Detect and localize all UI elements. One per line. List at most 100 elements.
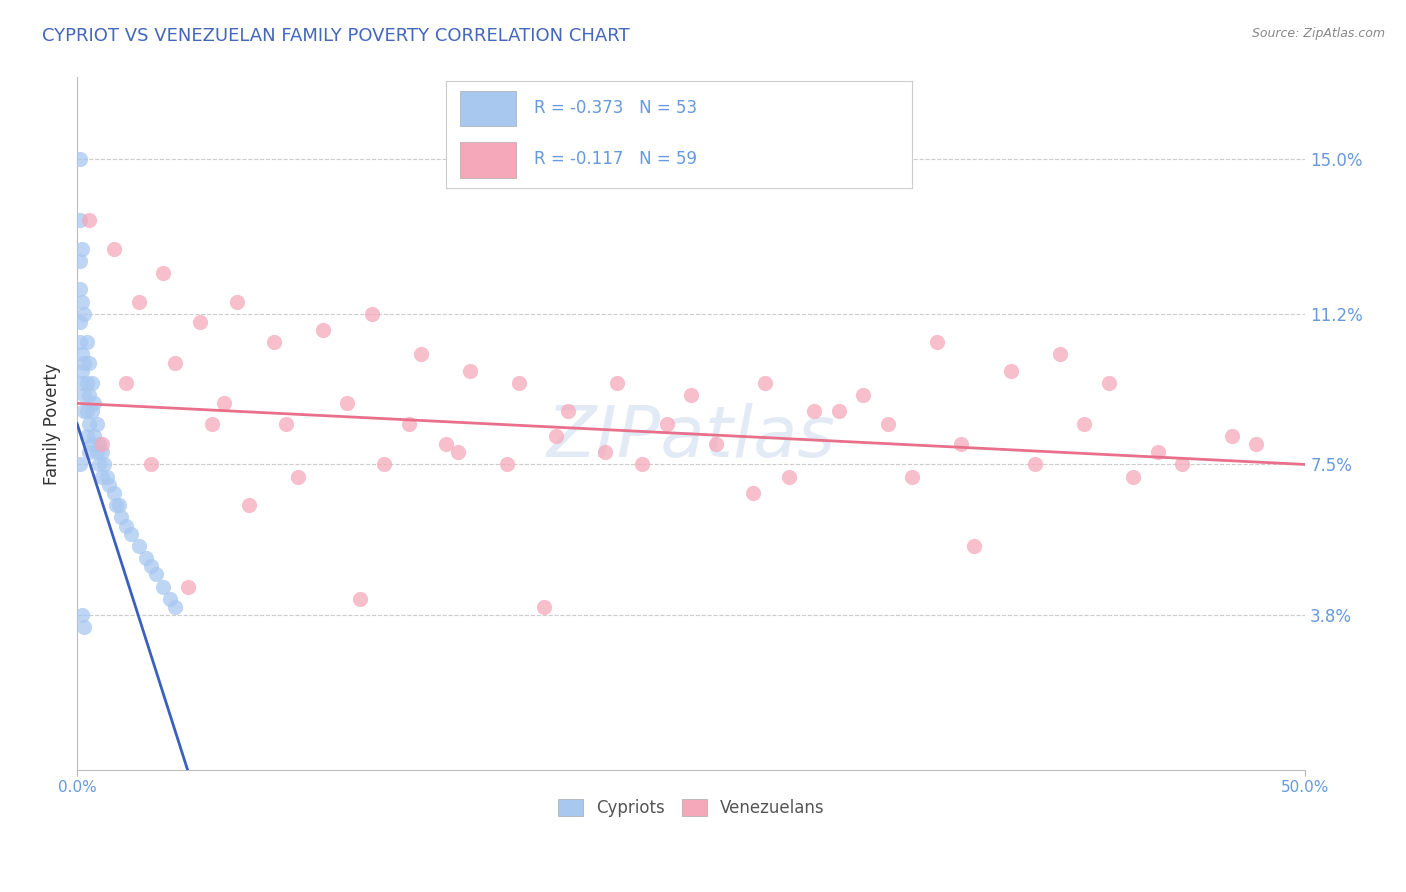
Point (89, 437, 111, 451)
Point (508, 376, 530, 390)
Point (90, 437, 112, 451)
Text: ZIPatlas: ZIPatlas (547, 403, 835, 472)
Point (79, 445, 101, 459)
Point (950, 437, 973, 451)
Point (263, 335, 285, 350)
Point (546, 429, 568, 443)
Point (103, 486, 125, 500)
Point (89, 458, 111, 472)
Point (70, 242, 93, 256)
Point (681, 388, 703, 402)
Point (458, 364, 481, 378)
Point (963, 539, 986, 553)
Point (108, 498, 131, 512)
Point (409, 347, 432, 361)
Point (70, 347, 93, 361)
Point (1024, 458, 1046, 472)
Point (1073, 417, 1095, 431)
Point (447, 445, 470, 459)
Point (80, 437, 103, 451)
Point (70, 364, 93, 378)
Point (373, 458, 395, 472)
Point (73, 307, 96, 321)
Point (606, 376, 628, 390)
Point (70, 294, 93, 309)
Point (70, 608, 93, 623)
Point (73, 388, 96, 402)
Point (139, 458, 162, 472)
Text: Source: ZipAtlas.com: Source: ZipAtlas.com (1251, 27, 1385, 40)
Point (76, 335, 98, 350)
Point (90, 469, 112, 483)
Point (827, 404, 849, 418)
Point (593, 445, 616, 459)
Point (287, 469, 309, 483)
Point (1098, 376, 1121, 390)
Point (159, 591, 181, 606)
Point (86, 445, 108, 459)
Point (79, 356, 101, 370)
Point (631, 458, 654, 472)
Point (1049, 347, 1071, 361)
Point (115, 376, 138, 390)
Point (1220, 429, 1243, 443)
Point (165, 356, 187, 370)
Point (1244, 437, 1267, 451)
Point (105, 498, 128, 512)
Point (69, 315, 91, 329)
Point (852, 388, 875, 402)
Point (83, 429, 105, 443)
Point (79, 417, 101, 431)
Point (79, 213, 101, 227)
Point (69, 282, 91, 296)
Point (96, 469, 118, 483)
Point (398, 417, 420, 431)
Point (336, 396, 359, 410)
Point (73, 620, 96, 634)
Point (76, 376, 98, 390)
Point (1122, 469, 1144, 483)
Point (98, 478, 121, 492)
Point (69, 253, 91, 268)
Point (83, 396, 105, 410)
Point (434, 437, 457, 451)
Point (73, 404, 96, 418)
Point (120, 526, 142, 541)
Point (201, 417, 224, 431)
Point (778, 469, 800, 483)
Point (69, 335, 91, 350)
Point (901, 469, 924, 483)
Point (496, 458, 519, 472)
Point (152, 266, 174, 280)
Point (76, 404, 98, 418)
Point (741, 486, 763, 500)
Point (165, 600, 187, 615)
Point (754, 376, 776, 390)
Point (128, 539, 150, 553)
Point (704, 437, 727, 451)
Point (79, 388, 101, 402)
Point (1171, 458, 1194, 472)
Point (103, 242, 125, 256)
Point (925, 335, 948, 350)
Point (238, 498, 260, 512)
Point (176, 580, 198, 594)
Point (188, 315, 211, 329)
Point (1000, 364, 1022, 378)
Point (80, 404, 103, 418)
Point (115, 518, 138, 533)
Point (73, 356, 96, 370)
Point (69, 458, 91, 472)
Point (533, 600, 555, 615)
Point (69, 152, 91, 166)
Point (360, 307, 382, 321)
Point (145, 567, 167, 582)
Text: CYPRIOT VS VENEZUELAN FAMILY POVERTY CORRELATION CHART: CYPRIOT VS VENEZUELAN FAMILY POVERTY COR… (42, 27, 630, 45)
Point (139, 559, 162, 574)
Point (655, 417, 678, 431)
Point (349, 591, 371, 606)
Point (110, 510, 132, 524)
Point (152, 580, 174, 594)
Point (803, 404, 825, 418)
Point (135, 551, 157, 566)
